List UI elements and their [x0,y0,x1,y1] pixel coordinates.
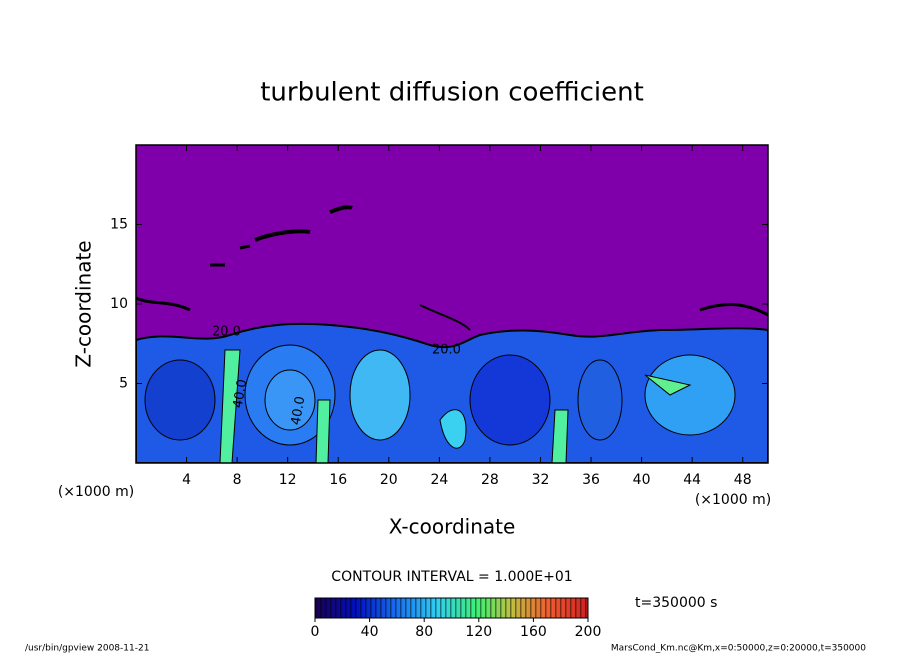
contour-label: 20.0 [212,325,241,340]
colorbar-tick-label: 120 [465,624,492,640]
y-tick-label: 10 [110,296,128,312]
x-unit: (×1000 m) [695,492,771,508]
footer-right: MarsCond_Km.nc@Km,x=0:50000,z=0:20000,t=… [611,644,866,654]
x-tick-label: 4 [182,472,191,488]
x-tick-label: 16 [329,472,347,488]
colorbar-title: CONTOUR INTERVAL = 1.000E+01 [331,569,572,585]
x-tick-label: 40 [633,472,651,488]
colorbar-tick-label: 0 [311,624,320,640]
x-tick-label: 44 [683,472,701,488]
contour-field [136,145,768,463]
y-axis-label: Z-coordinate [72,240,96,367]
chart-title: turbulent diffusion coefficient [260,78,644,108]
contour-label: 20.0 [432,343,461,358]
time-label: t=350000 s [635,595,717,611]
x-tick-label: 8 [233,472,242,488]
x-tick-label: 28 [481,472,499,488]
contour-label: 40.0 [231,378,251,409]
x-axis-label: X-coordinate [389,515,516,539]
y-tick-label: 5 [119,376,128,392]
y-unit: (×1000 m) [58,484,134,500]
x-tick-label: 24 [430,472,448,488]
footer-left: /usr/bin/gpview 2008-11-21 [25,644,149,654]
x-tick-label: 20 [380,472,398,488]
colorbar-tick-label: 40 [361,624,379,640]
colorbar-tick-label: 160 [520,624,547,640]
contour-label: 40.0 [289,395,309,426]
x-tick-label: 12 [279,472,297,488]
x-tick-label: 36 [582,472,600,488]
colorbar-frame [314,597,589,619]
y-tick-label: 15 [110,217,128,233]
colorbar-tick-label: 200 [575,624,602,640]
x-tick-label: 32 [532,472,550,488]
colorbar-tick-label: 80 [415,624,433,640]
x-tick-label: 48 [734,472,752,488]
